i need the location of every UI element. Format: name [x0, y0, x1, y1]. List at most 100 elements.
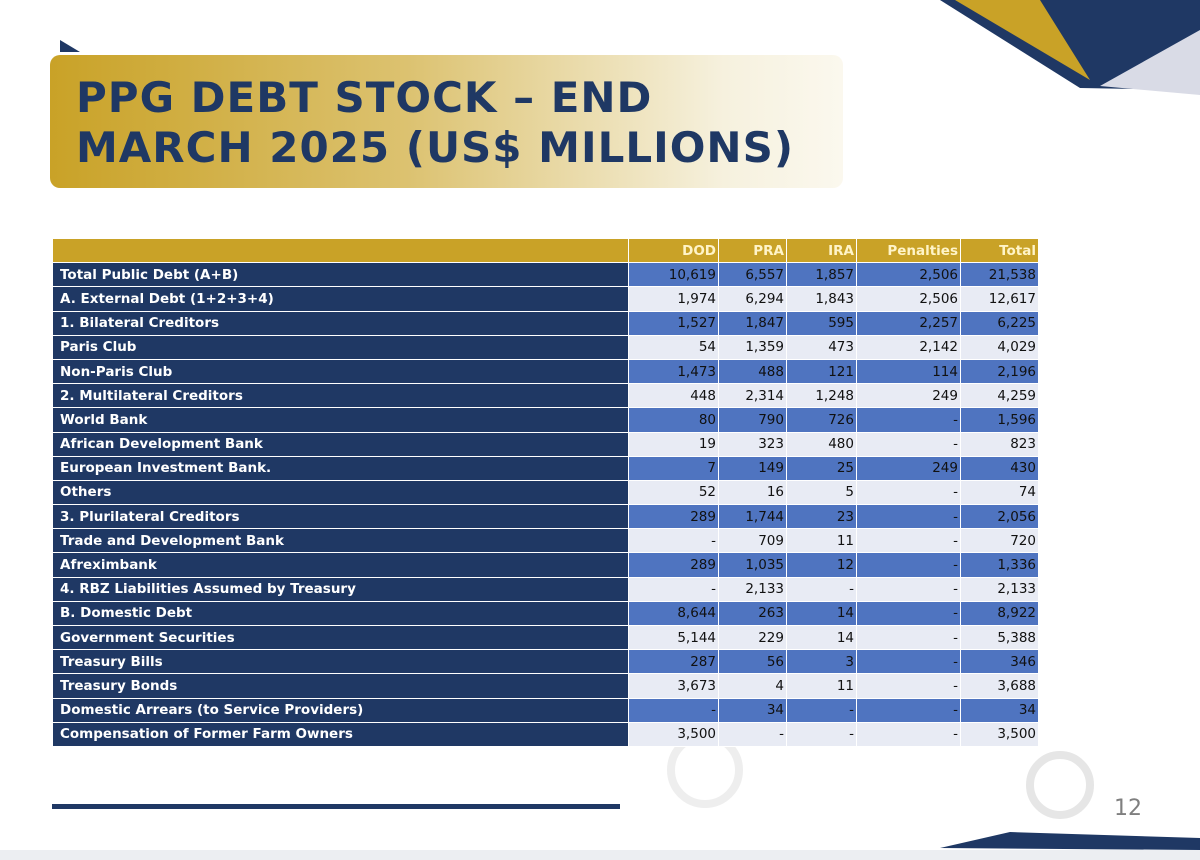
table-row: African Development Bank 19 323 480-823: [52, 431, 1039, 457]
table-row: Others 52 16 5-74: [52, 479, 1039, 506]
value-cell: 790: [718, 407, 787, 433]
value-cell: 3,673: [628, 673, 719, 699]
value-cell: 52: [628, 479, 719, 506]
value-cell: 149: [718, 455, 787, 481]
value-cell: 1,857: [786, 262, 857, 288]
header-row: DOD PRA IRA Penalties Total: [52, 237, 1039, 264]
value-cell: 114: [856, 358, 961, 385]
title-accent: [60, 40, 80, 52]
value-cell: 473: [786, 334, 857, 360]
table-row: Trade and Development Bank -709 11-720: [52, 528, 1039, 554]
row-label: Trade and Development Bank: [52, 528, 629, 554]
value-cell: -: [856, 721, 961, 747]
table-row: B. Domestic Debt 8,644 263 14-8,922: [52, 600, 1039, 627]
row-label: European Investment Bank.: [52, 455, 629, 481]
row-label: Non-Paris Club: [52, 358, 629, 385]
value-cell: 263: [718, 600, 787, 627]
value-cell: -: [856, 552, 961, 578]
value-cell: 2,257: [856, 310, 961, 336]
row-label: African Development Bank: [52, 431, 629, 457]
row-label: 2. Multilateral Creditors: [52, 383, 629, 409]
value-cell: 7: [628, 455, 719, 481]
row-label: Paris Club: [52, 334, 629, 360]
row-label: World Bank: [52, 407, 629, 433]
footer-line: [52, 804, 620, 809]
value-cell: 2,133: [960, 576, 1039, 602]
table-row: 3. Plurilateral Creditors 289 1,744 23-2,05…: [52, 504, 1039, 530]
header-cell: PRA: [718, 237, 787, 264]
value-cell: 595: [786, 310, 857, 336]
value-cell: 1,596: [960, 407, 1039, 433]
value-cell: 3: [786, 649, 857, 675]
value-cell: 4: [718, 673, 787, 699]
value-cell: 16: [718, 479, 787, 506]
corner-gray: [1100, 30, 1200, 95]
table-row: Paris Club 54 1,359 473 2,142 4,029: [52, 334, 1039, 360]
value-cell: 23: [786, 504, 857, 530]
value-cell: 21,538: [960, 262, 1039, 288]
value-cell: 11: [786, 528, 857, 554]
value-cell: -: [718, 721, 787, 747]
value-cell: 823: [960, 431, 1039, 457]
header-cell: DOD: [628, 237, 719, 264]
value-cell: 6,557: [718, 262, 787, 288]
value-cell: 2,142: [856, 334, 961, 360]
table-row: Treasury Bills 287 56 3-346: [52, 649, 1039, 675]
table-row: Domestic Arrears (to Service Providers) -…: [52, 697, 1039, 723]
value-cell: -: [856, 600, 961, 627]
value-cell: -: [856, 528, 961, 554]
value-cell: -: [856, 407, 961, 433]
value-cell: 3,500: [960, 721, 1039, 747]
value-cell: 2,056: [960, 504, 1039, 530]
value-cell: 8,922: [960, 600, 1039, 627]
corner-gold: [955, 0, 1090, 80]
value-cell: -: [856, 431, 961, 457]
header-cell: [52, 237, 629, 264]
page-number: 12: [1114, 796, 1142, 821]
value-cell: 12: [786, 552, 857, 578]
row-label: 4. RBZ Liabilities Assumed by Treasury: [52, 576, 629, 602]
table-row: 4. RBZ Liabilities Assumed by Treasury -2…: [52, 576, 1039, 602]
value-cell: 54: [628, 334, 719, 360]
value-cell: 2,196: [960, 358, 1039, 385]
value-cell: 323: [718, 431, 787, 457]
value-cell: 3,500: [628, 721, 719, 747]
value-cell: 6,225: [960, 310, 1039, 336]
value-cell: 480: [786, 431, 857, 457]
value-cell: 80: [628, 407, 719, 433]
table-row: Total Public Debt (A+B) 10,619 6,557 1,857 2…: [52, 262, 1039, 288]
value-cell: 1,359: [718, 334, 787, 360]
value-cell: 121: [786, 358, 857, 385]
value-cell: 14: [786, 624, 857, 651]
value-cell: 19: [628, 431, 719, 457]
row-label: Treasury Bonds: [52, 673, 629, 699]
table-row: A. External Debt (1+2+3+4) 1,974 6,294 1,84…: [52, 286, 1039, 312]
value-cell: 1,035: [718, 552, 787, 578]
value-cell: 726: [786, 407, 857, 433]
row-label: Others: [52, 479, 629, 506]
value-cell: 430: [960, 455, 1039, 481]
table-row: Government Securities 5,144 229 14-5,388: [52, 624, 1039, 651]
row-label: A. External Debt (1+2+3+4): [52, 286, 629, 312]
row-label: Domestic Arrears (to Service Providers): [52, 697, 629, 723]
value-cell: -: [786, 721, 857, 747]
value-cell: -: [856, 576, 961, 602]
deco-circle: [1026, 751, 1094, 819]
bottom-bar: [0, 850, 1200, 860]
value-cell: 56: [718, 649, 787, 675]
value-cell: 34: [960, 697, 1039, 723]
bottom-shape: [940, 832, 1200, 850]
value-cell: 1,336: [960, 552, 1039, 578]
table-row: 2. Multilateral Creditors 448 2,314 1,248 24…: [52, 383, 1039, 409]
value-cell: 720: [960, 528, 1039, 554]
value-cell: 14: [786, 600, 857, 627]
value-cell: 4,259: [960, 383, 1039, 409]
title-box: PPG DEBT STOCK – END MARCH 2025 (US$ MIL…: [50, 55, 843, 188]
table-row: Non-Paris Club 1,473 488 121 114 2,196: [52, 358, 1039, 385]
title-line: MARCH 2025 (US$ MILLIONS): [76, 123, 795, 172]
value-cell: 287: [628, 649, 719, 675]
value-cell: 1,843: [786, 286, 857, 312]
value-cell: 1,527: [628, 310, 719, 336]
value-cell: 1,744: [718, 504, 787, 530]
